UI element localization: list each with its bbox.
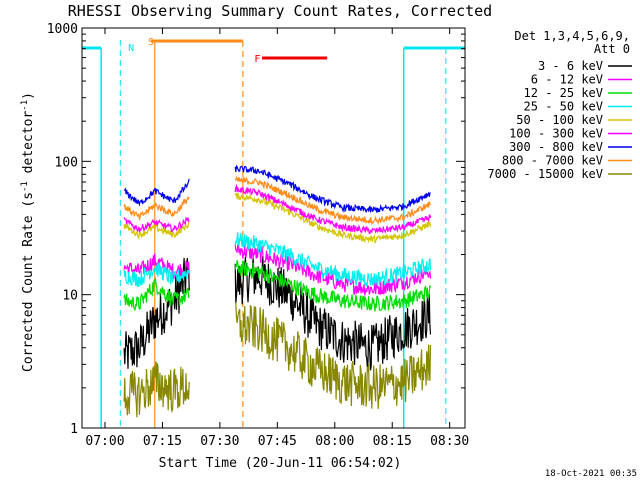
x-tick-label-2: 07:30 [200, 434, 239, 449]
chart-title: RHESSI Observing Summary Count Rates, Co… [68, 2, 492, 20]
y-tick-label-3: 1000 [47, 22, 78, 37]
series-line-4-b [234, 192, 432, 245]
series-line-7-a [123, 195, 190, 222]
legend-item-1: 6 - 12 keV [531, 73, 603, 87]
y-label-mid: detector [21, 111, 36, 182]
legend-item-6: 300 - 800 keV [509, 140, 603, 154]
series-line-6-a [123, 178, 190, 207]
legend-item-7: 800 - 7000 keV [502, 154, 603, 168]
x-tick-label-1: 07:15 [143, 434, 182, 449]
legend-header-line2: Att 0 [594, 42, 630, 56]
series-line-3-a [123, 262, 190, 288]
flag-label-f: F [254, 54, 260, 65]
timestamp: 18-Oct-2021 00:35 [545, 469, 637, 479]
plot-frame [81, 27, 466, 429]
x-tick-label-0: 07:00 [85, 434, 124, 449]
x-tick-label-3: 07:45 [258, 434, 297, 449]
series-line-2-b [234, 260, 432, 312]
y-tick-label-2: 100 [55, 155, 78, 170]
y-label-sup1: -1 [20, 181, 30, 192]
series-line-1-a [123, 253, 190, 280]
series-line-0-b [234, 256, 432, 371]
y-label-end: ) [21, 92, 36, 100]
series-line-6-b [234, 164, 431, 213]
y-tick-label-1: 10 [62, 289, 78, 304]
series-line-5-b [234, 183, 432, 234]
x-tick-label-4: 08:00 [315, 434, 354, 449]
y-tick-label-0: 1 [70, 422, 78, 437]
legend-item-3: 25 - 50 keV [524, 100, 603, 114]
series-line-8-a [123, 361, 190, 418]
x-tick-label-5: 08:15 [373, 434, 412, 449]
series-line-3-b [234, 232, 432, 288]
y-label-sup2: -1 [20, 100, 30, 111]
legend-item-0: 3 - 6 keV [538, 59, 603, 73]
y-axis-label: Corrected Count Rate (s-1 detector-1) [20, 92, 36, 372]
series-line-4-a [123, 222, 190, 240]
x-tick-label-6: 08:30 [430, 434, 469, 449]
flag-label-n: N [128, 43, 134, 54]
x-axis-label: Start Time (20-Jun-11 06:54:02) [159, 456, 402, 471]
y-label-main: Corrected Count Rate (s [21, 192, 36, 372]
series-line-7-b [234, 175, 431, 226]
legend-item-4: 50 - 100 keV [516, 113, 603, 127]
flag-label-s: S [148, 37, 154, 48]
legend-header-line1: Det 1,3,4,5,6,9, [514, 29, 630, 43]
series-line-5-a [123, 217, 190, 233]
legend-item-8: 7000 - 15000 keV [487, 167, 603, 181]
series-line-2-a [123, 277, 190, 311]
y-axis: 1 10 100 1000 [47, 22, 465, 437]
series-line-0-a [123, 257, 190, 369]
x-axis: 07:00 07:15 07:30 07:45 08:00 08:15 08:30 [85, 28, 469, 449]
series-line-8-b [234, 301, 432, 409]
legend-item-2: 12 - 25 keV [524, 86, 603, 100]
legend-item-5: 100 - 300 keV [509, 127, 603, 141]
plot-area: N S F [82, 37, 465, 428]
